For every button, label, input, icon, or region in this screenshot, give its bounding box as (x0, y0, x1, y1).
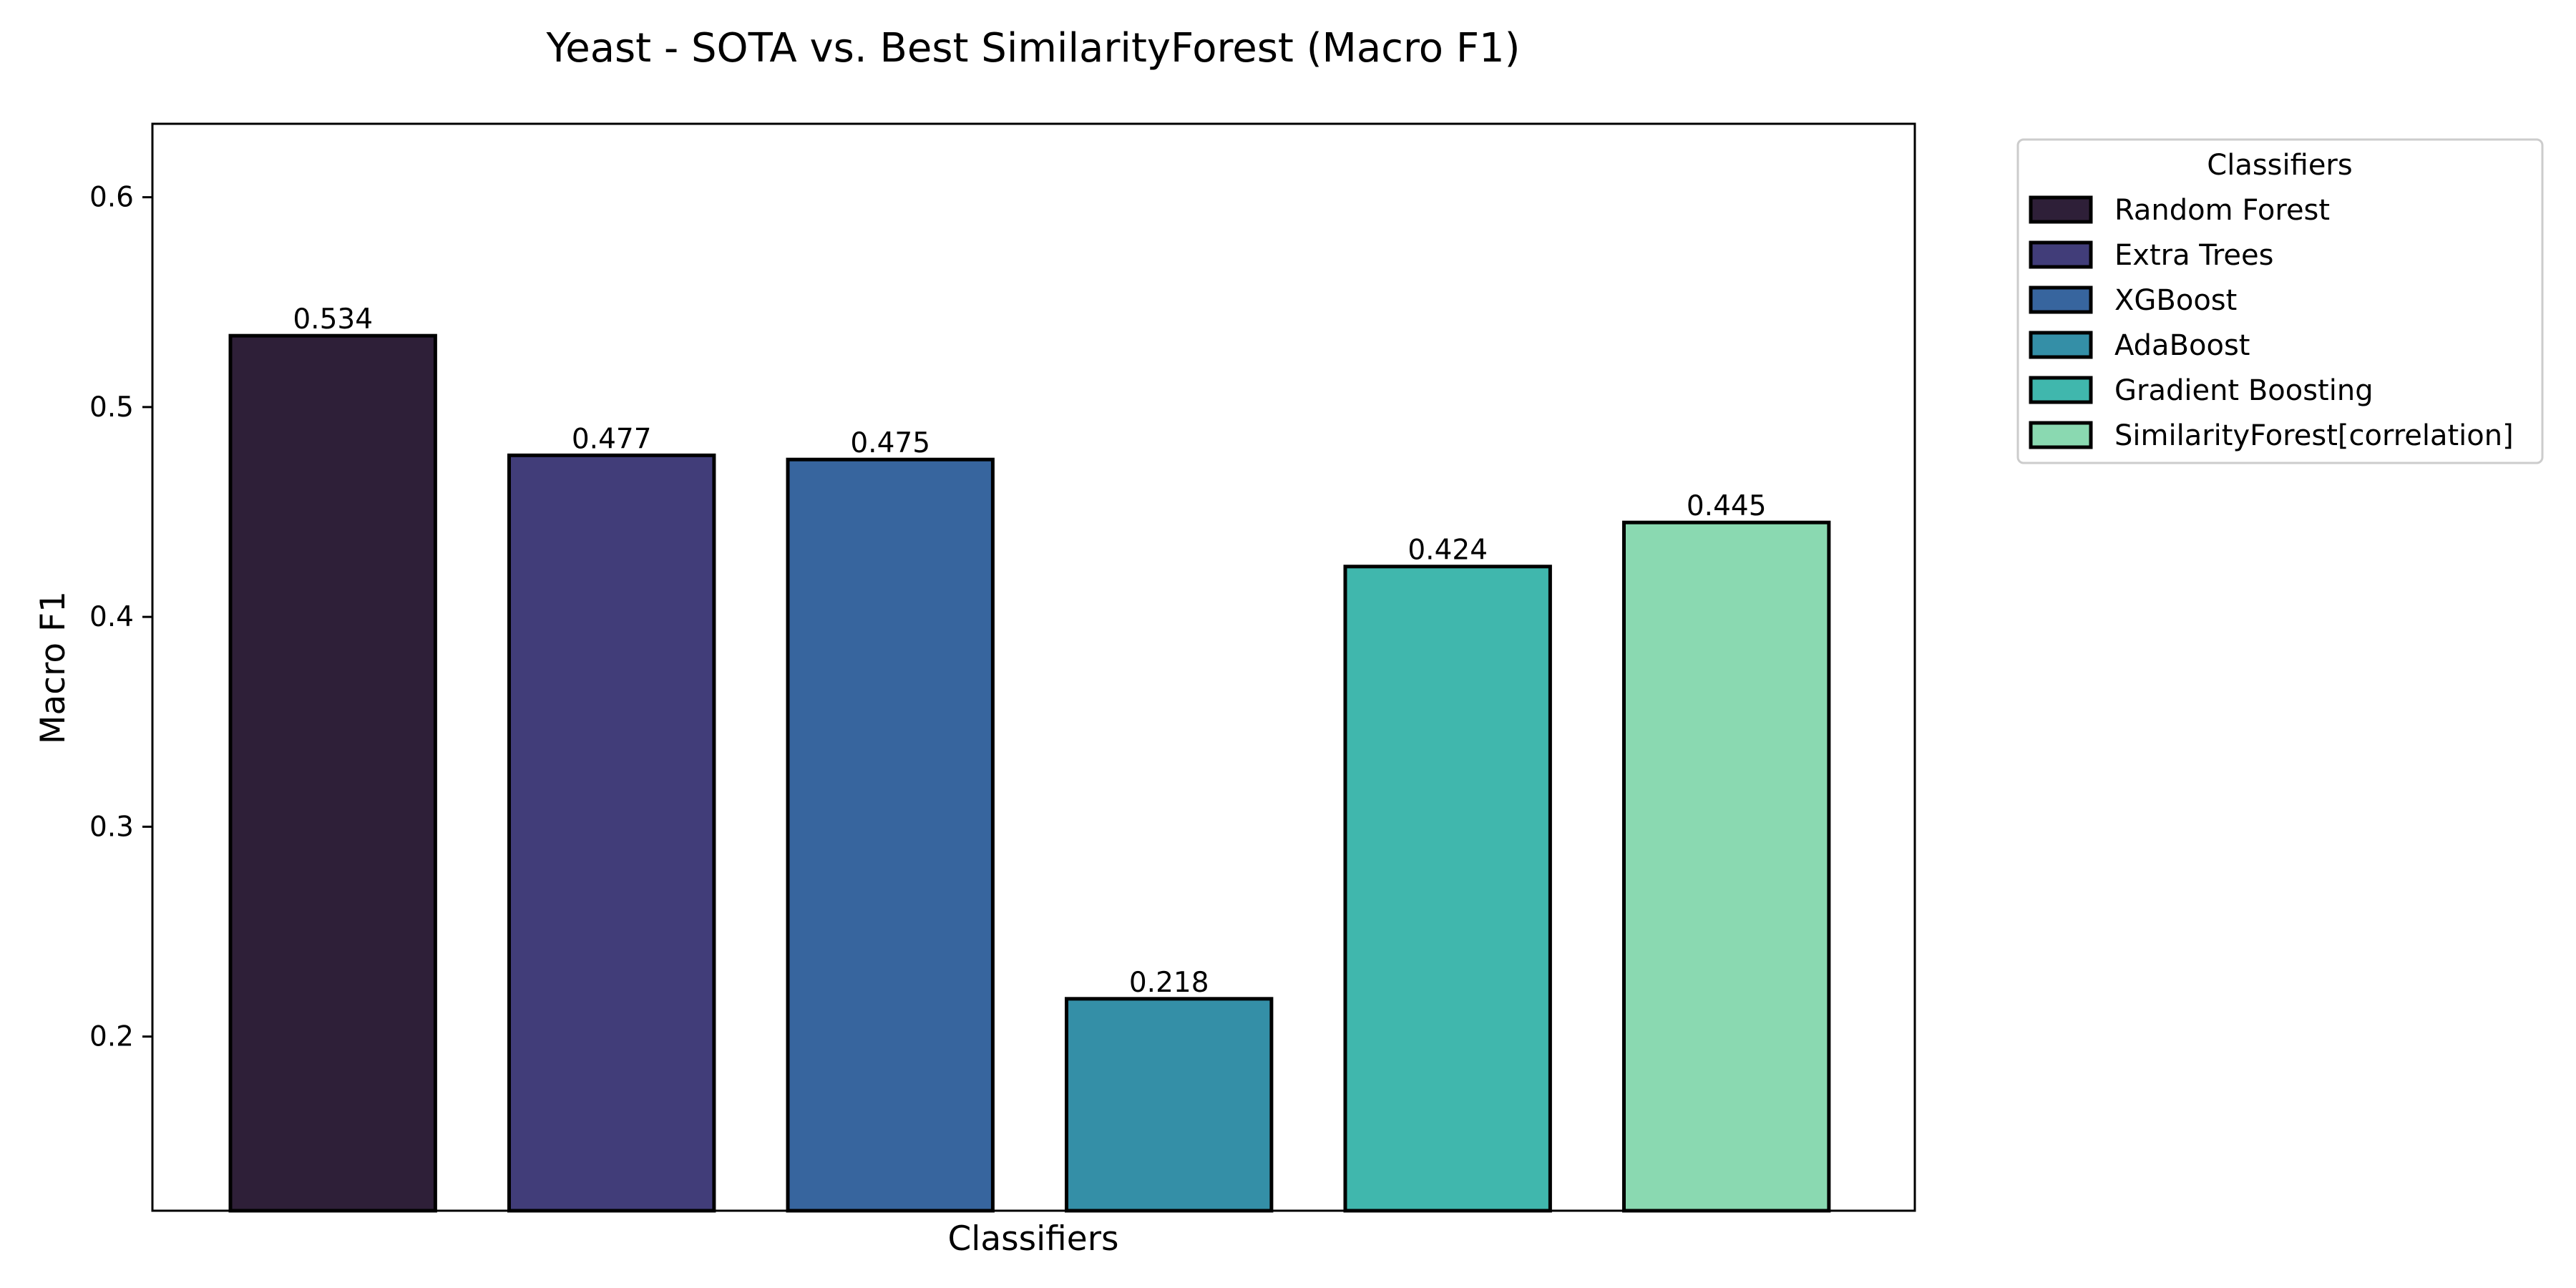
y-tick-label: 0.3 (89, 811, 134, 843)
bar-value-label: 0.475 (850, 427, 930, 459)
bar-value-label: 0.534 (293, 303, 373, 336)
legend-title: Classifiers (2207, 149, 2352, 182)
legend-entry-label: Random Forest (2114, 194, 2330, 227)
legend-entry-label: XGBoost (2114, 284, 2237, 317)
legend-swatch (2029, 421, 2093, 449)
legend-entry-label: AdaBoost (2114, 329, 2250, 362)
legend-frame (2016, 138, 2544, 464)
plot-frame (151, 122, 1916, 1212)
legend-swatch (2029, 286, 2093, 314)
legend-swatch (2029, 195, 2093, 224)
bar (786, 457, 995, 1213)
bar (1065, 997, 1274, 1213)
y-axis-label: Macro F1 (34, 591, 73, 744)
bar-value-label: 0.477 (572, 423, 652, 455)
bar (1622, 520, 1831, 1213)
y-tick-label: 0.6 (89, 182, 134, 214)
bar (228, 333, 437, 1213)
legend-swatch (2029, 331, 2093, 359)
chart-title: Yeast - SOTA vs. Best SimilarityForest (… (545, 25, 1520, 72)
legend-swatch (2029, 240, 2093, 269)
y-axis: 0.2 0.3 0.4 0.5 0.6 (89, 182, 152, 1053)
bar (507, 453, 716, 1213)
legend-entry-label: SimilarityForest[correlation] (2114, 419, 2514, 452)
legend: Classifiers Random Forest Extra Trees XGBo… (2016, 138, 2544, 464)
y-tick-label: 0.4 (89, 601, 134, 633)
legend-entry-label: Extra Trees (2114, 239, 2273, 272)
x-axis-label: Classifiers (947, 1219, 1118, 1259)
bar-value-label: 0.424 (1407, 535, 1488, 567)
bar-value-label: 0.218 (1129, 967, 1209, 999)
y-tick-label: 0.5 (89, 391, 134, 424)
y-tick-label: 0.2 (89, 1021, 134, 1053)
legend-entry-label: Gradient Boosting (2114, 374, 2373, 407)
legend-items: Random Forest Extra Trees XGBoost AdaBoost G… (2029, 194, 2514, 452)
bars-layer: 0.534 0.477 0.475 0.218 0.424 0.445 (228, 303, 1831, 1213)
bar-value-label: 0.445 (1687, 490, 1767, 522)
legend-swatch (2029, 376, 2093, 404)
bar (1343, 565, 1552, 1213)
